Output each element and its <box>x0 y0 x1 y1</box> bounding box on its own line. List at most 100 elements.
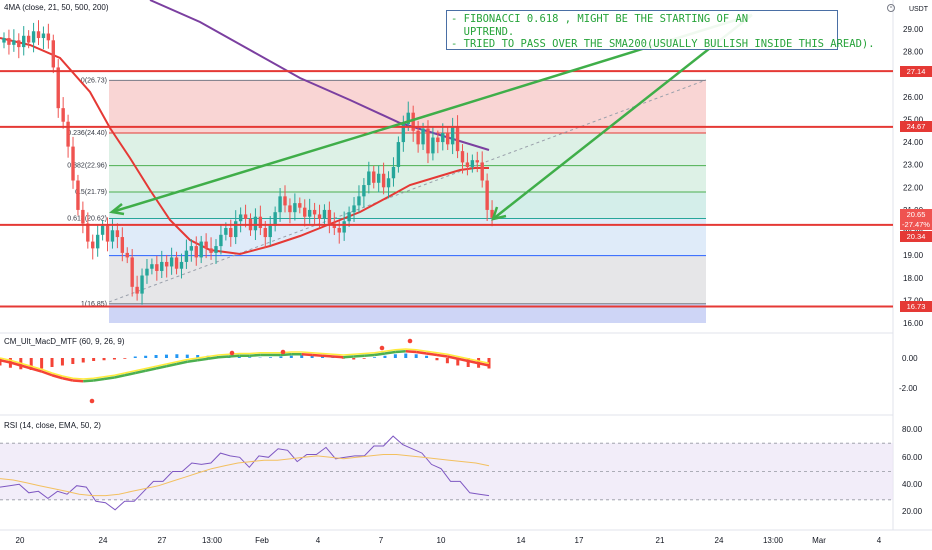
price-tick: 18.00 <box>903 274 924 283</box>
candle-body <box>475 160 479 163</box>
candle-body <box>194 246 198 258</box>
candle-body <box>243 214 248 219</box>
candle-body <box>263 228 267 238</box>
time-label: 17 <box>575 536 584 545</box>
price-tick: 25.00 <box>903 115 924 124</box>
fib-trend-dashed-line <box>108 79 707 303</box>
candle-body <box>362 185 366 197</box>
macd-histogram-bar <box>50 358 54 367</box>
candle-body <box>307 209 312 217</box>
macd-tick-1: -2.00 <box>899 384 918 393</box>
candle-body <box>51 40 55 68</box>
candle-body <box>293 203 297 213</box>
candle-body <box>480 162 484 181</box>
candle-body <box>145 268 149 276</box>
candle-body <box>174 257 179 269</box>
rsi-title: RSI (14, close, EMA, 50, 2) <box>4 421 101 430</box>
candle-body <box>268 225 272 238</box>
candle-body <box>416 130 420 145</box>
candle-body <box>376 173 381 183</box>
macd-histogram-bar <box>154 355 158 358</box>
macd-histogram-bar <box>279 356 283 358</box>
candle-body <box>322 209 327 219</box>
macd-line-segment <box>405 350 417 354</box>
candle-body <box>140 275 144 294</box>
indicator-legend[interactable]: 4MA (close, 21, 50, 500, 200) <box>4 3 109 12</box>
price-tick: 23.00 <box>903 161 924 170</box>
candle-body <box>46 33 51 41</box>
macd-tick-0: 0.00 <box>902 354 918 363</box>
macd-line-segment <box>176 360 188 366</box>
ma21-line <box>0 37 489 256</box>
horizontal-price-lines[interactable] <box>0 70 893 308</box>
macd-histogram-bar <box>40 358 44 369</box>
macd-line-segment <box>312 353 323 357</box>
time-label: 21 <box>656 536 665 545</box>
candle-body <box>446 133 450 145</box>
candle-body <box>164 261 169 267</box>
time-label: 7 <box>379 536 384 545</box>
macd-line-segment <box>124 371 136 377</box>
candle-body <box>431 137 435 154</box>
macd-histogram-bar <box>185 354 189 358</box>
candle-body <box>204 241 208 249</box>
candle-body <box>26 35 31 43</box>
candle-body <box>303 207 307 217</box>
time-label: Feb <box>255 536 269 545</box>
fib-zone <box>109 255 706 304</box>
candle-body <box>436 137 440 143</box>
candle-body <box>372 171 376 183</box>
time-label: 20 <box>16 536 25 545</box>
price-tick: 26.00 <box>903 93 924 102</box>
macd-histogram-bar <box>414 354 418 358</box>
macd-histogram-bar <box>393 354 397 358</box>
analysis-note[interactable]: - FIBONACCI 0.618 , MIGHT BE THE STARTIN… <box>446 10 875 50</box>
candle-body <box>406 112 410 124</box>
macd-line-segment <box>301 353 313 357</box>
candle-body <box>278 196 282 213</box>
price-tag: 27.14 <box>900 65 932 77</box>
candle-body <box>465 162 470 167</box>
price-tag: 20.65 <box>900 208 932 220</box>
macd-title: CM_Ult_MacD_MTF (60, 9, 26, 9) <box>4 337 125 346</box>
macd-line-segment <box>155 365 167 370</box>
candle-body <box>367 171 371 186</box>
macd-histogram-bar <box>341 358 345 359</box>
fibonacci-retracement[interactable] <box>109 79 706 323</box>
price-tick: 29.00 <box>903 25 924 34</box>
price-tag: 24.67 <box>900 121 932 133</box>
candle-body <box>199 241 203 258</box>
candle-body <box>224 228 228 235</box>
price-tick: 22.00 <box>903 183 924 192</box>
fib-zone <box>109 165 706 193</box>
candle-body <box>219 234 223 247</box>
macd-pane <box>0 338 491 404</box>
fib-label: 1(16.85) <box>81 301 107 308</box>
alarm-icon[interactable] <box>886 3 896 13</box>
candle-body <box>160 261 164 271</box>
macd-histogram-bar <box>92 358 96 361</box>
candle-body <box>234 221 238 238</box>
candle-body <box>135 286 139 294</box>
macd-line-segment <box>447 355 459 360</box>
macd-cross-dot <box>229 350 235 356</box>
macd-histogram-bar <box>248 357 252 358</box>
candle-body <box>2 38 6 43</box>
candle-body <box>381 173 386 188</box>
candle-body <box>214 246 218 253</box>
candle-body <box>86 223 90 242</box>
macd-line-segment <box>114 374 126 379</box>
macd-histogram-bar <box>310 355 314 358</box>
fib-zone <box>109 133 706 166</box>
macd-line-segment <box>426 352 438 357</box>
candle-body <box>470 160 475 167</box>
macd-line-segment <box>20 364 32 370</box>
time-label: 13:00 <box>763 536 784 545</box>
time-axis[interactable]: 20 24 27 13:00 Feb 4 7 10 14 17 21 24 13:00 Mar 4 <box>16 536 882 545</box>
macd-histogram-bar <box>123 358 127 359</box>
time-label: 4 <box>877 536 882 545</box>
macd-line-segment <box>374 352 386 357</box>
macd-histogram-bar <box>269 357 273 358</box>
candle-body <box>258 216 263 229</box>
